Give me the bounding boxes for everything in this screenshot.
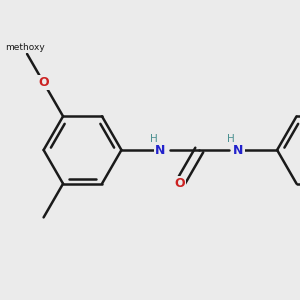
Text: O: O — [175, 177, 185, 190]
Text: N: N — [233, 143, 243, 157]
Text: O: O — [38, 76, 49, 89]
Text: methoxy: methoxy — [5, 43, 45, 52]
Text: H: H — [150, 134, 158, 144]
Text: N: N — [155, 143, 166, 157]
Text: H: H — [227, 134, 235, 144]
